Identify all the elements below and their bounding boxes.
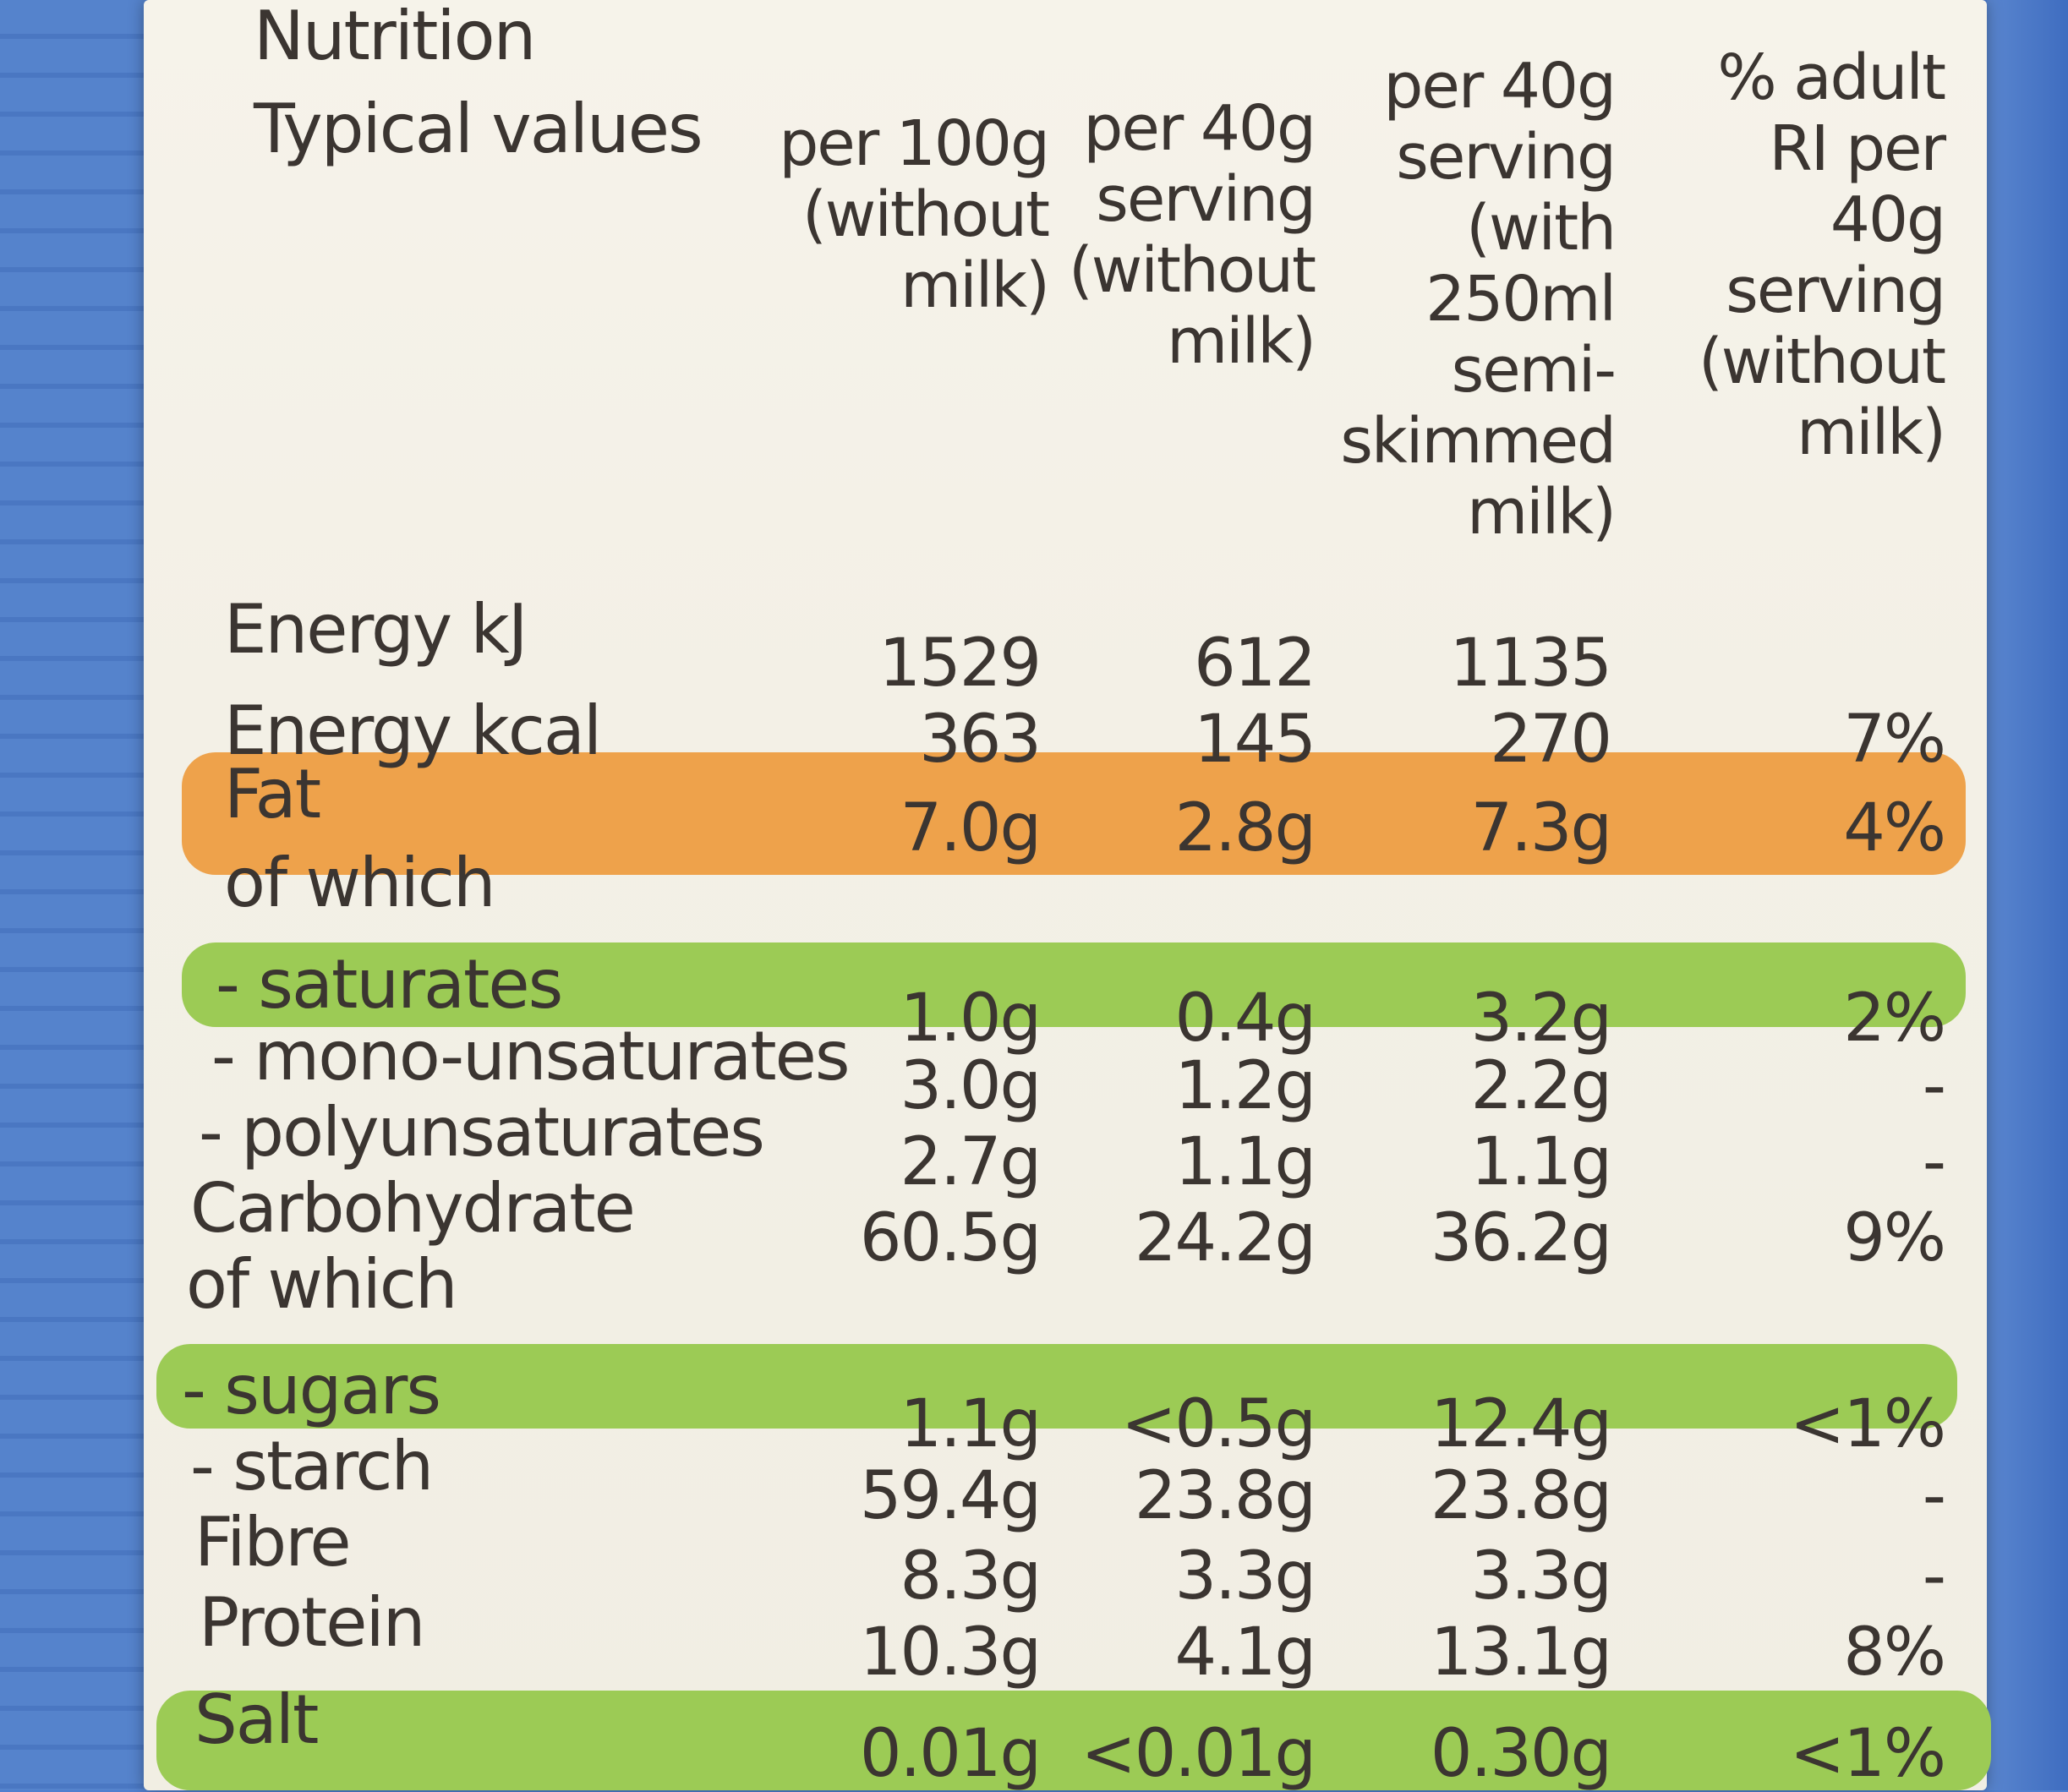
cell-energy-kj-col1: 1529 [878,626,1042,702]
row-label-of-which-carbohydrate: of which [186,1245,458,1324]
cell-sugars-col1: 1.1g [900,1386,1042,1462]
cell-starch-col2: 23.8g [1134,1458,1316,1534]
cell-salt-col3: 0.30g [1430,1716,1612,1792]
cell-starch-col4: - [1922,1458,1946,1534]
column-header-ri: % adult RI per 40g serving (without milk… [1698,41,1946,469]
cell-sugars-col4: <1% [1789,1386,1946,1462]
cell-protein-col3: 13.1g [1430,1614,1612,1691]
saturates-highlight-band [182,942,1966,1027]
row-label-mono-unsaturates: - mono-unsaturates [211,1017,851,1095]
cell-starch-col1: 59.4g [859,1458,1042,1534]
nutrition-title: Nutrition [254,0,536,75]
cell-sugars-col3: 12.4g [1430,1386,1612,1462]
cell-fibre-col1: 8.3g [900,1538,1042,1614]
cell-mono-unsaturates-col2: 1.2g [1174,1048,1316,1124]
table-surface-left [0,0,169,1790]
row-label-fibre: Fibre [194,1503,352,1582]
cell-fibre-col2: 3.3g [1174,1538,1316,1614]
row-label-saturates: - saturates [216,945,563,1024]
cell-protein-col4: 8% [1843,1614,1946,1691]
cell-fat-col3: 7.3g [1470,790,1612,866]
column-header-per-40g: per 40g serving (without milk) [1068,92,1316,378]
cell-salt-col4: <1% [1789,1716,1946,1792]
cell-fibre-col4: - [1922,1538,1946,1614]
cell-protein-col1: 10.3g [859,1614,1042,1691]
cell-polyunsaturates-col2: 1.1g [1174,1124,1316,1200]
nutrition-label [144,0,1987,1790]
row-label-starch: - starch [190,1427,434,1505]
cell-saturates-col3: 3.2g [1470,981,1612,1057]
row-label-of-which-fat: of which [224,844,496,922]
cell-starch-col3: 23.8g [1430,1458,1612,1534]
cell-mono-unsaturates-col4: - [1922,1048,1946,1124]
cell-energy-kcal-col4: 7% [1843,702,1946,778]
table-surface-right [1987,0,2068,1790]
cell-energy-kcal-col2: 145 [1194,702,1316,778]
cell-sugars-col2: <0.5g [1121,1386,1316,1462]
cell-mono-unsaturates-col3: 2.2g [1470,1048,1612,1124]
row-label-polyunsaturates: - polyunsaturates [199,1093,765,1172]
cell-energy-kj-col3: 1135 [1449,626,1612,702]
row-label-salt: Salt [194,1680,319,1759]
cell-protein-col2: 4.1g [1174,1614,1316,1691]
cell-polyunsaturates-col4: - [1922,1124,1946,1200]
cell-polyunsaturates-col3: 1.1g [1470,1124,1612,1200]
row-label-energy-kcal: Energy kcal [224,691,602,770]
cell-carbohydrate-col1: 60.5g [859,1200,1042,1276]
cell-mono-unsaturates-col1: 3.0g [900,1048,1042,1124]
cell-saturates-col1: 1.0g [900,981,1042,1057]
salt-highlight-band [156,1691,1991,1790]
cell-energy-kj-col2: 612 [1194,626,1316,702]
cell-carbohydrate-col2: 24.2g [1134,1200,1316,1276]
cell-fat-col2: 2.8g [1174,790,1316,866]
cell-salt-col2: <0.01g [1081,1716,1316,1792]
cell-salt-col1: 0.01g [859,1716,1042,1792]
cell-fat-col4: 4% [1843,790,1946,866]
cell-saturates-col2: 0.4g [1174,981,1316,1057]
cell-carbohydrate-col3: 36.2g [1430,1200,1612,1276]
row-label-sugars: - sugars [182,1351,441,1429]
sugars-highlight-band [156,1344,1957,1429]
row-label-carbohydrate: Carbohydrate [190,1169,636,1248]
typical-values-label: Typical values [254,90,703,168]
column-header-per-40g-with-milk: per 40g serving (with 250ml semi- skimme… [1340,50,1617,549]
cell-fibre-col3: 3.3g [1470,1538,1612,1614]
cell-fat-col1: 7.0g [900,790,1042,866]
column-header-per-100g: per 100g (without milk) [779,107,1050,322]
row-label-fat: Fat [224,755,321,833]
fat-highlight-band [182,752,1966,875]
cell-carbohydrate-col4: 9% [1843,1200,1946,1276]
cell-saturates-col4: 2% [1843,981,1946,1057]
cell-energy-kcal-col1: 363 [919,702,1042,778]
row-label-energy-kj: Energy kJ [224,590,528,669]
row-label-protein: Protein [199,1583,425,1662]
cell-energy-kcal-col3: 270 [1490,702,1612,778]
cell-polyunsaturates-col1: 2.7g [900,1124,1042,1200]
